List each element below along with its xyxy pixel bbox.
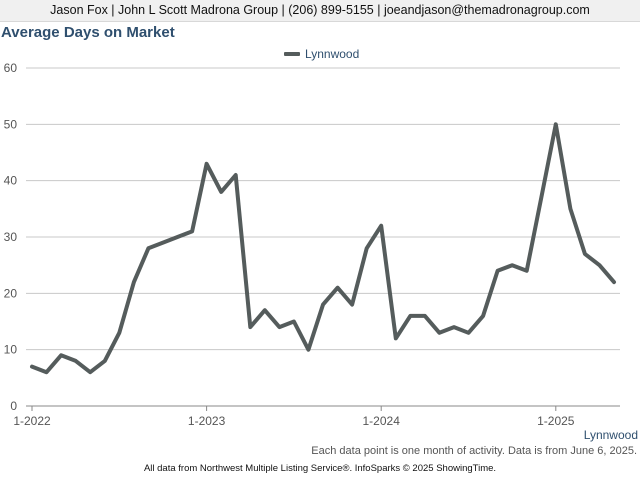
data-point-2024-05 (438, 331, 441, 334)
data-point-2023-12 (365, 247, 368, 250)
contact-header: Jason Fox | John L Scott Madrona Group |… (0, 0, 640, 22)
data-point-2022-06 (103, 359, 106, 362)
data-point-2023-07 (292, 320, 295, 323)
grid-lines (26, 67, 620, 351)
y-tick-label-20: 20 (4, 286, 18, 300)
data-point-2024-06 (452, 326, 455, 329)
data-point-2022-05 (89, 371, 92, 374)
y-tick-label-30: 30 (4, 230, 18, 244)
data-point-2022-03 (60, 354, 63, 357)
data-point-2024-09 (496, 269, 499, 272)
data-point-2023-06 (278, 326, 281, 329)
data-point-2024-03 (409, 314, 412, 317)
data-point-2024-01 (380, 224, 383, 227)
data-point-2023-10 (336, 286, 339, 289)
x-tick-label-1-2022: 1-2022 (13, 414, 51, 428)
y-tick-label-60: 60 (4, 61, 18, 75)
data-point-2023-04 (249, 326, 252, 329)
x-tick-label-1-2024: 1-2024 (363, 414, 401, 428)
x-tick-label-1-2025: 1-2025 (537, 414, 575, 428)
series-line-lynnwood (30, 122, 616, 375)
data-point-2022-12 (191, 230, 194, 233)
series-end-label: Lynnwood (583, 428, 638, 442)
legend-swatch-lynnwood (284, 52, 300, 56)
data-point-2022-01 (31, 365, 34, 368)
x-tick-label-1-2023: 1-2023 (188, 414, 226, 428)
data-point-2023-09 (322, 303, 325, 306)
legend-label-lynnwood: Lynnwood (305, 47, 360, 61)
data-point-2022-09 (147, 247, 150, 250)
data-point-2024-11 (525, 269, 528, 272)
axes: 0 10 20 30 40 50 60 1-2022 1-2023 1-2024 1-2025 (4, 61, 620, 428)
data-point-2024-04 (423, 314, 426, 317)
data-point-2023-01 (205, 162, 208, 165)
data-point-2022-08 (132, 281, 135, 284)
series-lynnwood (30, 122, 616, 375)
footnote: Each data point is one month of activity… (311, 445, 637, 457)
y-tick-label-0: 0 (10, 399, 17, 413)
data-point-2023-03 (234, 174, 237, 177)
data-point-2025-04 (598, 264, 601, 267)
data-point-2025-02 (569, 207, 572, 210)
data-point-2022-02 (45, 371, 48, 374)
data-point-2024-12 (540, 196, 543, 199)
data-point-2025-05 (613, 281, 616, 284)
data-point-2022-10 (161, 241, 164, 244)
data-point-2023-02 (220, 190, 223, 193)
legend[interactable]: Lynnwood (284, 46, 359, 62)
y-tick-label-10: 10 (4, 343, 18, 357)
data-point-2023-05 (263, 309, 266, 312)
data-point-2024-08 (482, 314, 485, 317)
data-point-2022-07 (118, 331, 121, 334)
chart-title: Average Days on Market (1, 24, 175, 41)
data-point-2024-10 (511, 264, 514, 267)
data-point-2024-07 (467, 331, 470, 334)
y-tick-label-40: 40 (4, 174, 18, 188)
data-point-2022-04 (74, 359, 77, 362)
source-attribution: All data from Northwest Multiple Listing… (143, 463, 497, 474)
y-tick-label-50: 50 (4, 117, 18, 131)
data-point-2025-03 (583, 252, 586, 255)
data-point-2022-11 (176, 236, 179, 239)
data-point-2023-11 (351, 303, 354, 306)
data-point-2024-02 (394, 337, 397, 340)
data-point-2023-08 (307, 348, 310, 351)
data-point-2025-01 (554, 123, 557, 126)
